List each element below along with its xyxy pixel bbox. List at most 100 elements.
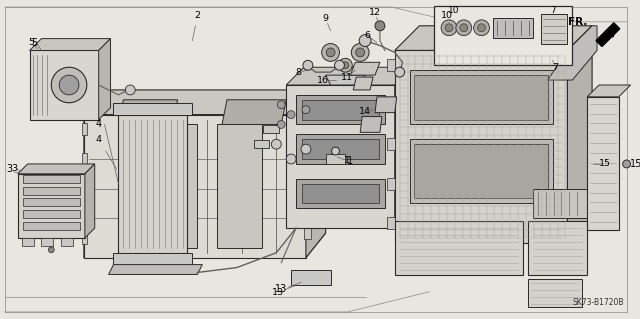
Polygon shape [82,153,87,165]
Polygon shape [304,193,311,204]
Polygon shape [302,139,379,159]
Text: 13: 13 [275,284,287,294]
Circle shape [375,21,385,31]
Circle shape [301,144,311,154]
Polygon shape [222,100,286,124]
Text: 16: 16 [317,76,329,85]
Polygon shape [387,99,395,111]
Polygon shape [395,221,523,275]
Text: 12: 12 [369,9,381,18]
Text: 7: 7 [552,63,559,72]
Polygon shape [84,115,306,258]
Circle shape [49,247,54,253]
Circle shape [342,62,349,69]
Polygon shape [42,238,53,246]
Polygon shape [415,144,548,198]
Polygon shape [22,238,33,246]
Polygon shape [387,217,395,229]
Circle shape [51,67,87,103]
Polygon shape [350,62,380,75]
Polygon shape [85,164,95,238]
Polygon shape [326,154,346,164]
Polygon shape [326,75,365,85]
Polygon shape [360,116,382,132]
Polygon shape [286,67,413,85]
Polygon shape [22,198,80,206]
Polygon shape [541,14,568,44]
Text: 7: 7 [550,6,556,16]
Text: 15: 15 [599,160,611,168]
Polygon shape [29,39,111,50]
Polygon shape [84,90,326,115]
Polygon shape [286,85,395,228]
Polygon shape [264,125,279,133]
Text: 1: 1 [344,157,350,166]
Circle shape [339,58,352,72]
Polygon shape [84,90,104,258]
Circle shape [395,67,404,77]
Polygon shape [118,100,178,124]
Polygon shape [18,174,85,238]
Polygon shape [596,23,620,47]
Polygon shape [410,70,552,124]
Polygon shape [493,18,533,38]
Circle shape [351,44,369,61]
Text: 6: 6 [364,31,370,40]
Polygon shape [82,232,87,244]
Polygon shape [291,270,331,285]
Circle shape [456,20,472,36]
Polygon shape [410,139,552,204]
Polygon shape [306,90,326,258]
Polygon shape [415,75,548,120]
Polygon shape [302,100,379,120]
Text: 9: 9 [323,14,329,23]
Circle shape [445,24,453,32]
Circle shape [277,121,285,129]
Polygon shape [82,193,87,204]
Circle shape [335,60,344,70]
Polygon shape [22,175,80,183]
Polygon shape [395,26,592,50]
Text: 10: 10 [441,11,453,20]
Text: 8: 8 [295,68,301,77]
Polygon shape [296,134,385,164]
Polygon shape [395,50,568,243]
Text: 14: 14 [359,107,371,116]
Polygon shape [118,115,188,253]
Text: 3: 3 [7,164,13,174]
Polygon shape [153,124,197,248]
Polygon shape [395,67,413,228]
Circle shape [277,101,285,109]
Text: 1: 1 [348,156,353,166]
Polygon shape [302,184,379,204]
Polygon shape [61,238,73,246]
Polygon shape [109,264,202,274]
Circle shape [623,160,630,168]
Polygon shape [528,279,582,307]
Polygon shape [387,138,395,150]
Polygon shape [113,253,193,264]
Text: 2: 2 [195,11,200,20]
Polygon shape [387,178,395,189]
Text: 15: 15 [630,159,640,169]
Polygon shape [304,119,311,130]
Polygon shape [548,26,597,80]
Text: 10: 10 [448,6,460,16]
Polygon shape [296,95,385,124]
Polygon shape [113,103,193,115]
Circle shape [474,20,490,36]
Circle shape [477,24,486,32]
Polygon shape [528,221,587,275]
Circle shape [332,147,339,155]
Circle shape [359,35,371,47]
Text: 5: 5 [29,38,35,47]
Polygon shape [375,97,397,113]
Polygon shape [253,140,269,148]
Text: SK73-B1720B: SK73-B1720B [572,298,623,307]
Polygon shape [29,50,99,120]
Polygon shape [22,210,80,218]
Circle shape [441,20,457,36]
Circle shape [326,48,335,57]
Polygon shape [296,179,385,208]
Polygon shape [217,124,262,248]
